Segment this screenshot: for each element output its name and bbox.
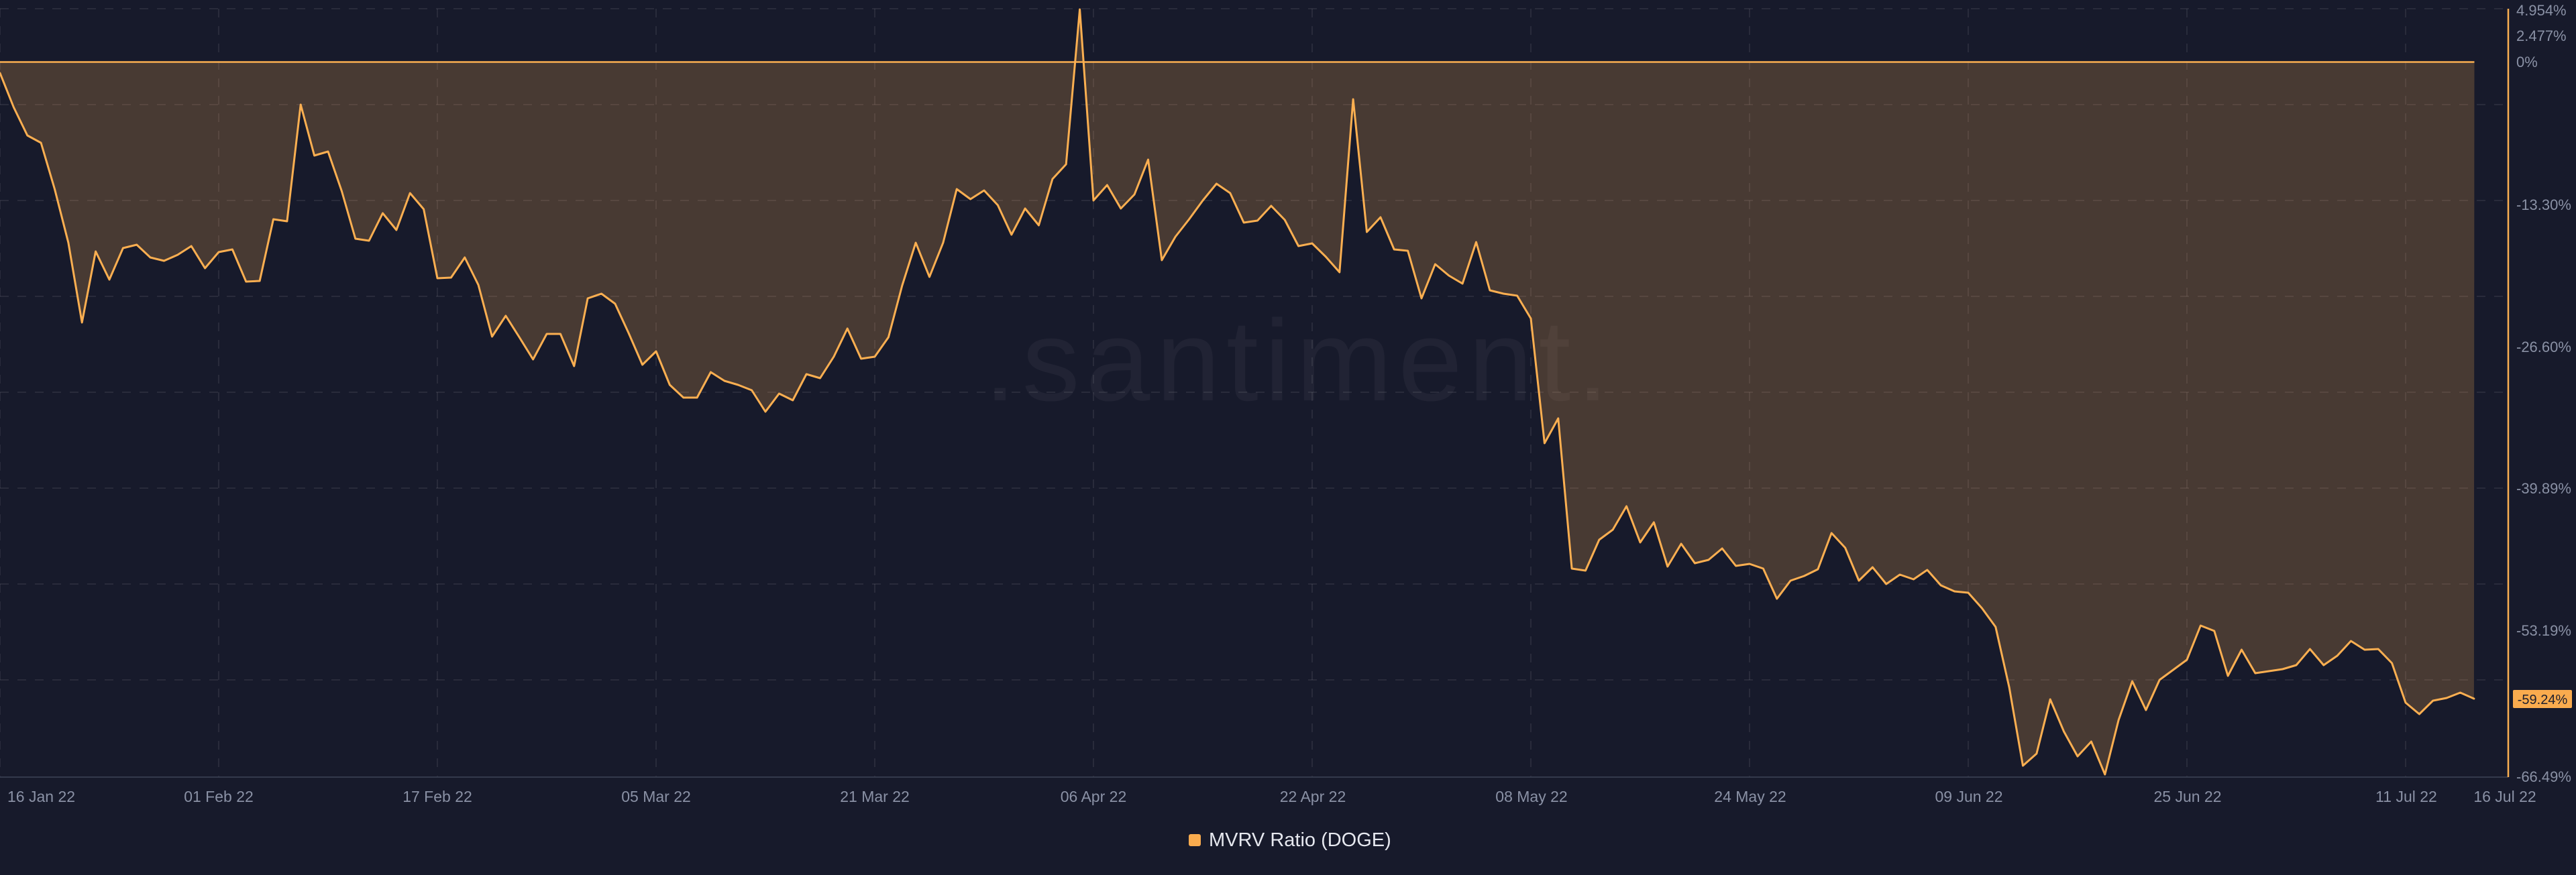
svg-text:MVRV Ratio (DOGE): MVRV Ratio (DOGE) bbox=[1209, 829, 1391, 851]
svg-text:-53.19%: -53.19% bbox=[2516, 622, 2571, 639]
svg-text:16 Jan 22: 16 Jan 22 bbox=[7, 788, 75, 805]
svg-text:11 Jul 22: 11 Jul 22 bbox=[2375, 788, 2437, 805]
svg-text:-66.49%: -66.49% bbox=[2516, 768, 2571, 785]
svg-text:05 Mar 22: 05 Mar 22 bbox=[621, 788, 691, 805]
svg-text:01 Feb 22: 01 Feb 22 bbox=[184, 788, 254, 805]
svg-text:08 May 22: 08 May 22 bbox=[1495, 788, 1567, 805]
svg-text:4.954%: 4.954% bbox=[2516, 2, 2567, 19]
svg-text:22 Apr 22: 22 Apr 22 bbox=[1280, 788, 1346, 805]
svg-text:2.477%: 2.477% bbox=[2516, 27, 2567, 44]
svg-text:-13.30%: -13.30% bbox=[2516, 196, 2571, 213]
svg-text:24 May 22: 24 May 22 bbox=[1714, 788, 1786, 805]
svg-text:17 Feb 22: 17 Feb 22 bbox=[402, 788, 472, 805]
svg-text:06 Apr 22: 06 Apr 22 bbox=[1061, 788, 1126, 805]
svg-text:-39.89%: -39.89% bbox=[2516, 480, 2571, 497]
svg-text:-59.24%: -59.24% bbox=[2518, 693, 2568, 707]
svg-text:09 Jun 22: 09 Jun 22 bbox=[1935, 788, 2002, 805]
svg-text:16 Jul 22: 16 Jul 22 bbox=[2473, 788, 2536, 805]
svg-text:21 Mar 22: 21 Mar 22 bbox=[840, 788, 910, 805]
svg-text:-26.60%: -26.60% bbox=[2516, 339, 2571, 355]
svg-text:0%: 0% bbox=[2516, 54, 2538, 70]
svg-text:25 Jun 22: 25 Jun 22 bbox=[2153, 788, 2221, 805]
svg-text:.santiment.: .santiment. bbox=[984, 296, 1615, 425]
